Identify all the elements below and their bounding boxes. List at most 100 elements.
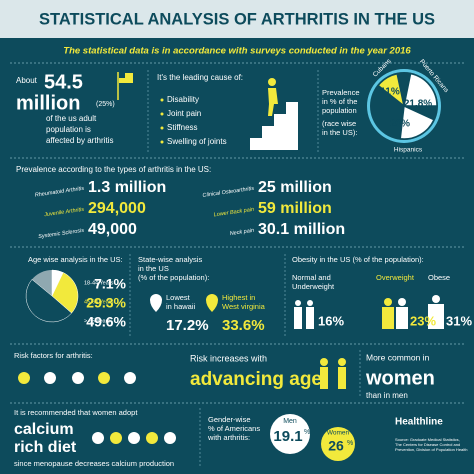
diet-emphasis: calcium (14, 421, 74, 438)
pie-label: 11% (380, 87, 400, 98)
obesity-group: Normal and (292, 273, 331, 282)
type-name: Juvenile Arthritis (43, 207, 85, 219)
ethnicity-line: Prevalence (322, 88, 360, 97)
pie-slice (25, 279, 72, 323)
type-value: 1.3 million (88, 179, 166, 196)
about-unit: million (16, 92, 80, 114)
title-bar (0, 0, 474, 38)
about-share: (25%) (96, 101, 115, 108)
obesity-value: 16% (318, 313, 344, 328)
map-pins (150, 294, 218, 312)
age-name: > 65 Years (84, 318, 110, 324)
about-line: affected by arthritis (46, 136, 113, 145)
age-name: 18-44 Years (84, 280, 114, 286)
elderly-icons (320, 358, 346, 389)
women-label: Women (327, 430, 350, 437)
causes-heading: It's the leading cause of: (157, 73, 243, 82)
women-emphasis: women (365, 367, 435, 389)
obesity-group: Overweight (376, 273, 415, 282)
pie-slice (399, 104, 436, 140)
obesity-value: 23% (410, 313, 436, 328)
women-line: More common in (366, 352, 430, 362)
state-highest: Highest in (222, 293, 255, 302)
type-value: 30.1 million (258, 221, 345, 238)
obesity-group: Obese (428, 273, 450, 282)
diet-line: It is recommended that women adopt (14, 408, 138, 417)
about-number: 54.5 (44, 71, 83, 93)
food-icons (92, 432, 176, 444)
people-icons (294, 295, 444, 329)
types-heading: Prevalence according to the types of art… (16, 165, 211, 174)
about-line: of the us adult (46, 114, 97, 123)
type-name: Lower Back pain (213, 207, 254, 219)
source: The Centers for Disease Control and (395, 442, 460, 447)
obesity-value: 31% (446, 313, 472, 328)
types-list: Rheumatoid Arthritis 1.3 millionJuvenile … (35, 179, 346, 240)
cause-item: Stiffness (167, 123, 198, 132)
obesity-group: Underweight (292, 282, 335, 291)
state-lowest-value: 17.2% (166, 317, 209, 334)
type-name: Neck pain (229, 228, 254, 237)
state-lowest: in hawaii (166, 302, 196, 311)
state-heading: State-wise analysis (138, 255, 202, 264)
source: Prevention, Division of Population Healt… (395, 447, 468, 452)
age-heading: Age wise analysis in the US: (28, 255, 123, 264)
flag-icon (117, 72, 133, 100)
state-highest-value: 33.6% (222, 317, 265, 334)
risk-emphasis: advancing age (190, 369, 322, 390)
cause-item: Disability (167, 95, 199, 104)
gender-heading: % of Americans (208, 424, 260, 433)
risk-icons (18, 372, 136, 384)
cause-item: Swelling of joints (167, 137, 227, 146)
diet-emphasis: rich diet (14, 439, 77, 456)
about-line: population is (46, 125, 91, 134)
pie-label: 20% (390, 119, 410, 130)
type-value: 49,000 (88, 221, 137, 238)
diet-tail: since menopause decreases calcium produc… (14, 459, 174, 468)
pie-label: 21.8% (404, 99, 432, 110)
stairs-icon (250, 78, 298, 150)
state-highest: West virginia (222, 302, 266, 311)
obesity-heading: Obesity in the US (% of the population): (292, 255, 424, 264)
men-circle (270, 414, 310, 454)
gender-heading: Gender-wise (208, 415, 251, 424)
ethnicity-line: in % of the (322, 97, 357, 106)
type-value: 59 million (258, 200, 332, 217)
pie-slice (403, 72, 438, 107)
type-value: 294,000 (88, 200, 146, 217)
men-label: Men (283, 418, 297, 425)
ethnicity-line: (race wise (322, 119, 356, 128)
men-value: 19.1 (273, 428, 302, 445)
men-unit: % (304, 429, 310, 436)
women-circle (321, 427, 355, 461)
women-tail: than in men (366, 391, 408, 400)
women-value: 26 (328, 438, 344, 454)
age-value: 29.3% (86, 295, 126, 311)
state-heading: in the US (138, 264, 169, 273)
age-name: 45-64 Years (84, 299, 114, 305)
risk-heading: Risk factors for arthritis: (14, 351, 93, 360)
source: Source: Graduate Medical Statistics, (395, 437, 460, 442)
risk-line: Risk increases with (190, 353, 267, 363)
subtitle: The statistical data is in accordance wi… (63, 46, 411, 57)
age-value: 7.1% (94, 276, 126, 292)
cause-item: Joint pain (167, 109, 201, 118)
ethnicity-line: in the US): (322, 128, 357, 137)
state-lowest: Lowest (166, 293, 191, 302)
title: STATISTICAL ANALYSIS OF ARTHRITIS IN THE… (39, 10, 435, 28)
age-value: 49.6% (86, 314, 126, 330)
gender-heading: with arthritis: (207, 433, 250, 442)
women-unit: % (347, 440, 353, 447)
cause-bullets (160, 98, 164, 144)
brand: Healthline (395, 417, 443, 428)
state-heading: (% of the population): (138, 273, 209, 282)
pie-slice (51, 272, 79, 314)
about-prefix: About (16, 76, 38, 85)
pie-slice (377, 72, 406, 108)
pie-name: Hispanics (394, 147, 423, 154)
type-value: 25 million (258, 179, 332, 196)
ethnicity-line: population (322, 106, 357, 115)
